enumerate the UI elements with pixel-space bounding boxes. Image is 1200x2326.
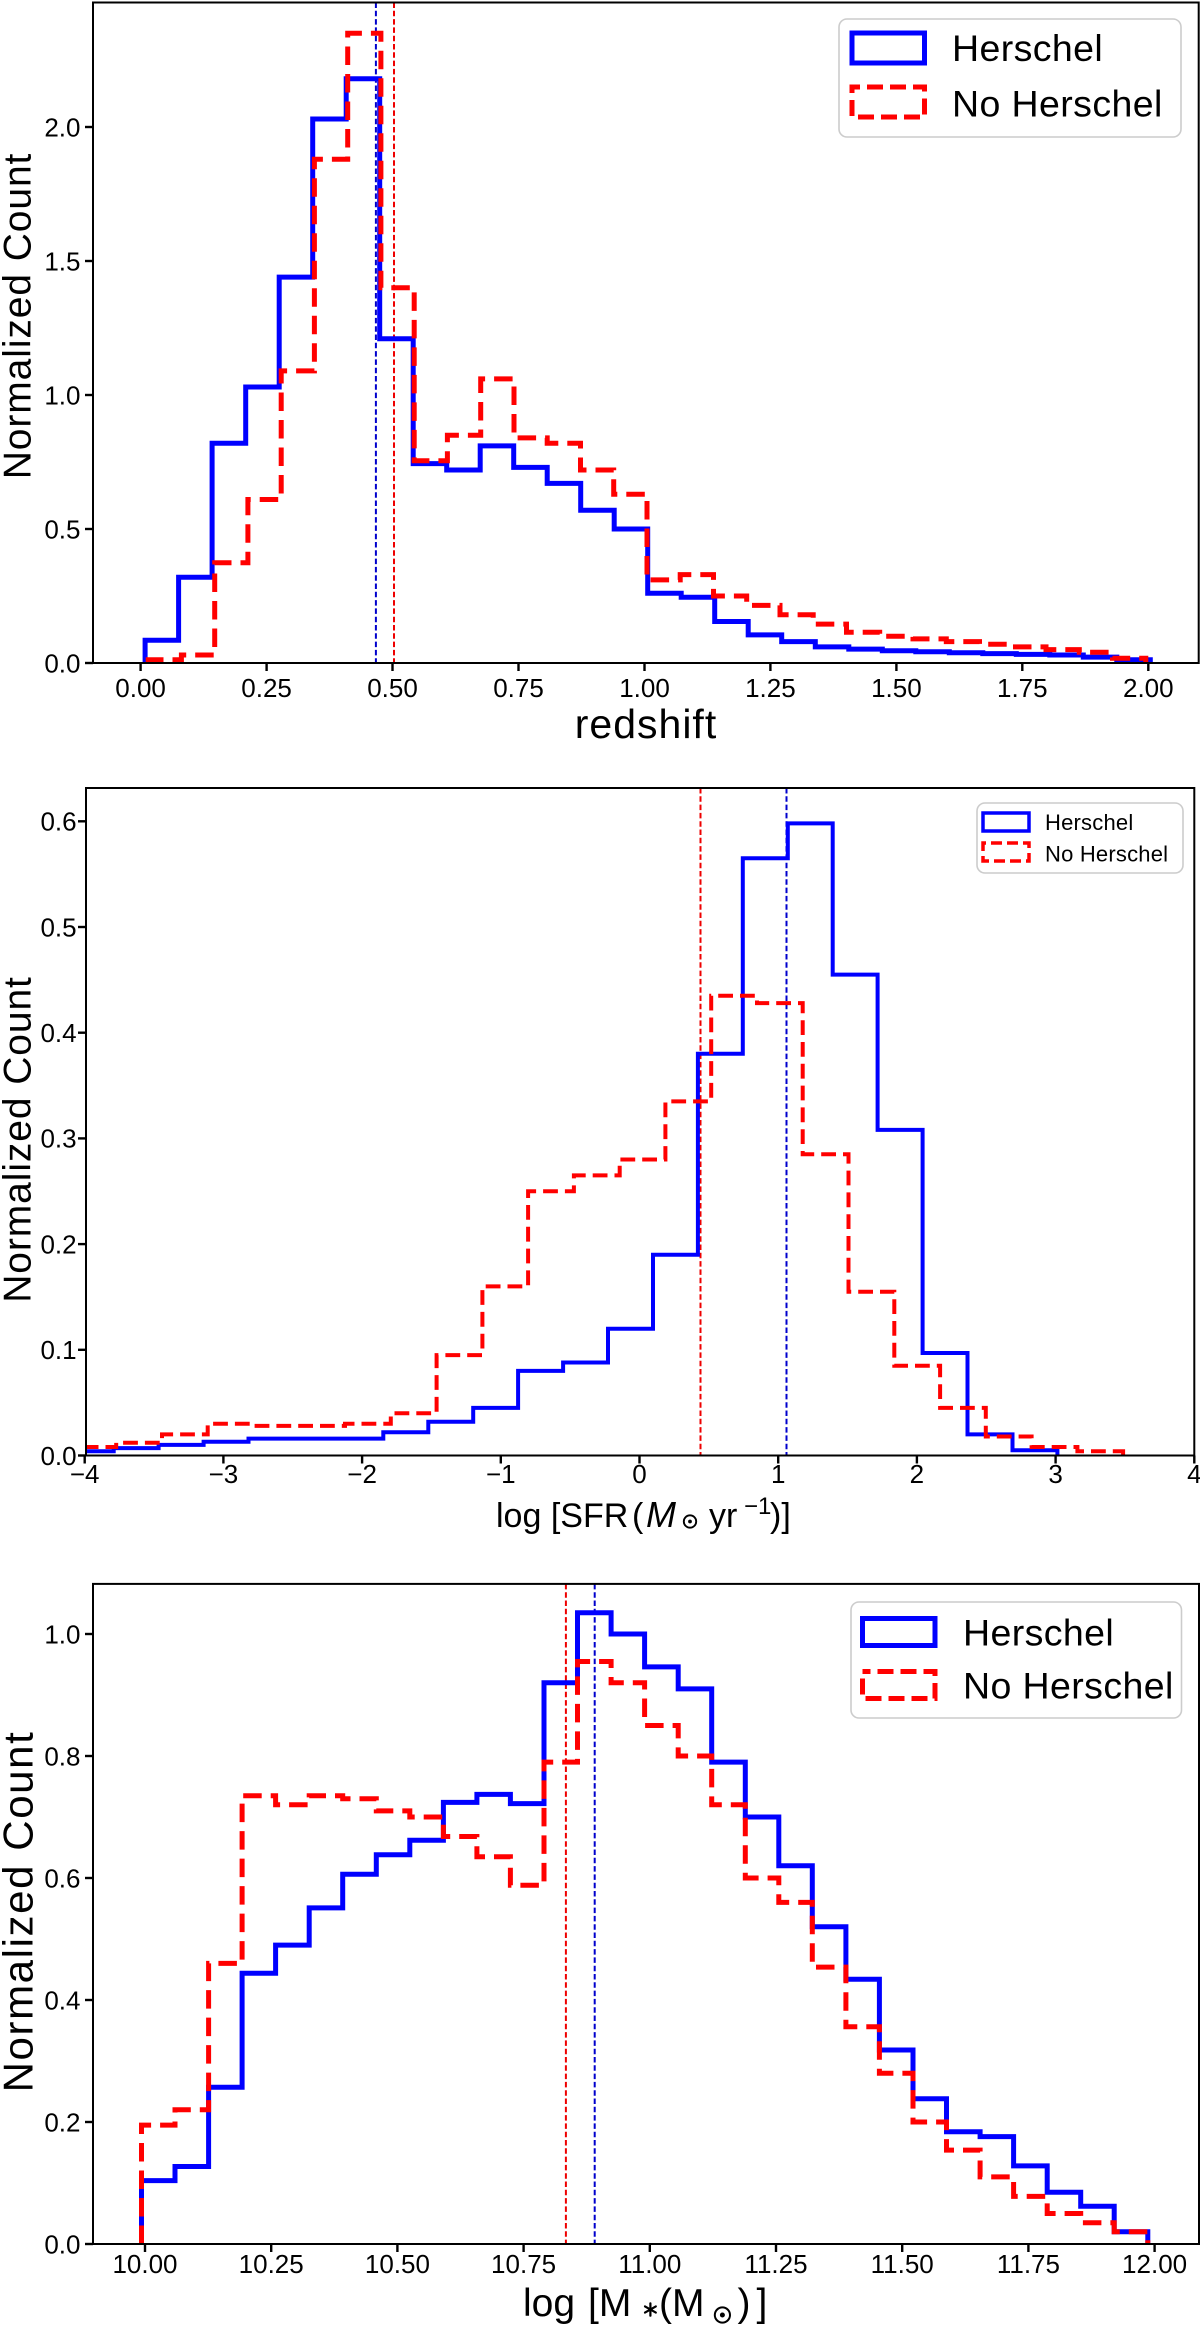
svg-text:0.6: 0.6 bbox=[40, 807, 76, 837]
svg-text:(: ( bbox=[632, 1497, 644, 1535]
svg-text:)]: )] bbox=[770, 1497, 791, 1535]
svg-text:0.0: 0.0 bbox=[44, 2229, 80, 2259]
svg-text:0.2: 0.2 bbox=[40, 1229, 76, 1259]
svg-text:1.50: 1.50 bbox=[871, 673, 922, 703]
svg-text:0.00: 0.00 bbox=[115, 673, 166, 703]
svg-text:[M: [M bbox=[588, 2282, 631, 2325]
svg-text:10.50: 10.50 bbox=[365, 2249, 430, 2279]
svg-text:(M: (M bbox=[659, 2282, 704, 2325]
svg-text:0.50: 0.50 bbox=[367, 673, 418, 703]
svg-text:]: ] bbox=[757, 2282, 768, 2325]
svg-text:Normalized Count: Normalized Count bbox=[0, 976, 40, 1303]
svg-text:0.0: 0.0 bbox=[40, 1441, 76, 1471]
svg-text:Herschel: Herschel bbox=[1045, 810, 1133, 835]
svg-text:−4: −4 bbox=[70, 1459, 100, 1489]
svg-text:3: 3 bbox=[1048, 1459, 1062, 1489]
svg-text:0: 0 bbox=[632, 1459, 646, 1489]
svg-text:2.0: 2.0 bbox=[44, 112, 80, 142]
svg-text:1.0: 1.0 bbox=[44, 1619, 80, 1649]
svg-text:11.75: 11.75 bbox=[997, 2249, 1060, 2279]
svg-text:log [SFR: log [SFR bbox=[496, 1497, 628, 1535]
svg-text:0.0: 0.0 bbox=[44, 648, 80, 678]
svg-text:No Herschel: No Herschel bbox=[1045, 842, 1168, 867]
svg-text:−2: −2 bbox=[347, 1459, 377, 1489]
svg-text:0.5: 0.5 bbox=[44, 514, 80, 544]
svg-text:1: 1 bbox=[771, 1459, 785, 1489]
svg-text:11.25: 11.25 bbox=[744, 2249, 807, 2279]
svg-text:Normalized Count: Normalized Count bbox=[0, 1731, 42, 2093]
svg-text:0.75: 0.75 bbox=[493, 673, 544, 703]
svg-text:0.6: 0.6 bbox=[44, 1863, 80, 1893]
svg-text:0.8: 0.8 bbox=[44, 1741, 80, 1771]
svg-text:1.00: 1.00 bbox=[619, 673, 670, 703]
svg-text:0.3: 0.3 bbox=[40, 1124, 76, 1154]
svg-text:Normalized Count: Normalized Count bbox=[0, 153, 40, 480]
svg-text:12.00: 12.00 bbox=[1122, 2249, 1187, 2279]
svg-text:Herschel: Herschel bbox=[963, 1611, 1114, 1653]
svg-text:Herschel: Herschel bbox=[952, 27, 1103, 69]
svg-text:0.4: 0.4 bbox=[40, 1018, 76, 1048]
svg-text:1.5: 1.5 bbox=[44, 246, 80, 276]
svg-text:0.4: 0.4 bbox=[44, 1985, 80, 2015]
svg-text:2: 2 bbox=[910, 1459, 924, 1489]
svg-text:0.5: 0.5 bbox=[40, 912, 76, 942]
svg-text:log: log bbox=[523, 2282, 575, 2325]
svg-text:10.25: 10.25 bbox=[239, 2249, 304, 2279]
svg-text:11.00: 11.00 bbox=[618, 2249, 681, 2279]
svg-text:4: 4 bbox=[1187, 1459, 1200, 1489]
svg-text:1.75: 1.75 bbox=[997, 673, 1048, 703]
svg-text:M: M bbox=[646, 1494, 676, 1535]
svg-text:−1: −1 bbox=[744, 1493, 771, 1520]
svg-text:0.1: 0.1 bbox=[40, 1335, 76, 1365]
svg-text:0.25: 0.25 bbox=[241, 673, 292, 703]
svg-text:−3: −3 bbox=[209, 1459, 239, 1489]
svg-text:No Herschel: No Herschel bbox=[963, 1665, 1174, 1707]
svg-text:10.00: 10.00 bbox=[112, 2249, 177, 2279]
svg-text:2.00: 2.00 bbox=[1123, 673, 1174, 703]
svg-text:No Herschel: No Herschel bbox=[952, 82, 1163, 124]
svg-text:yr: yr bbox=[709, 1497, 737, 1535]
svg-text:): ) bbox=[738, 2282, 751, 2325]
svg-text:10.75: 10.75 bbox=[491, 2249, 556, 2279]
svg-text:11.50: 11.50 bbox=[871, 2249, 934, 2279]
svg-text:−1: −1 bbox=[486, 1459, 516, 1489]
svg-text:1.0: 1.0 bbox=[44, 380, 80, 410]
svg-text:1.25: 1.25 bbox=[745, 673, 796, 703]
svg-text:0.2: 0.2 bbox=[44, 2107, 80, 2137]
svg-text:redshift: redshift bbox=[575, 701, 717, 747]
